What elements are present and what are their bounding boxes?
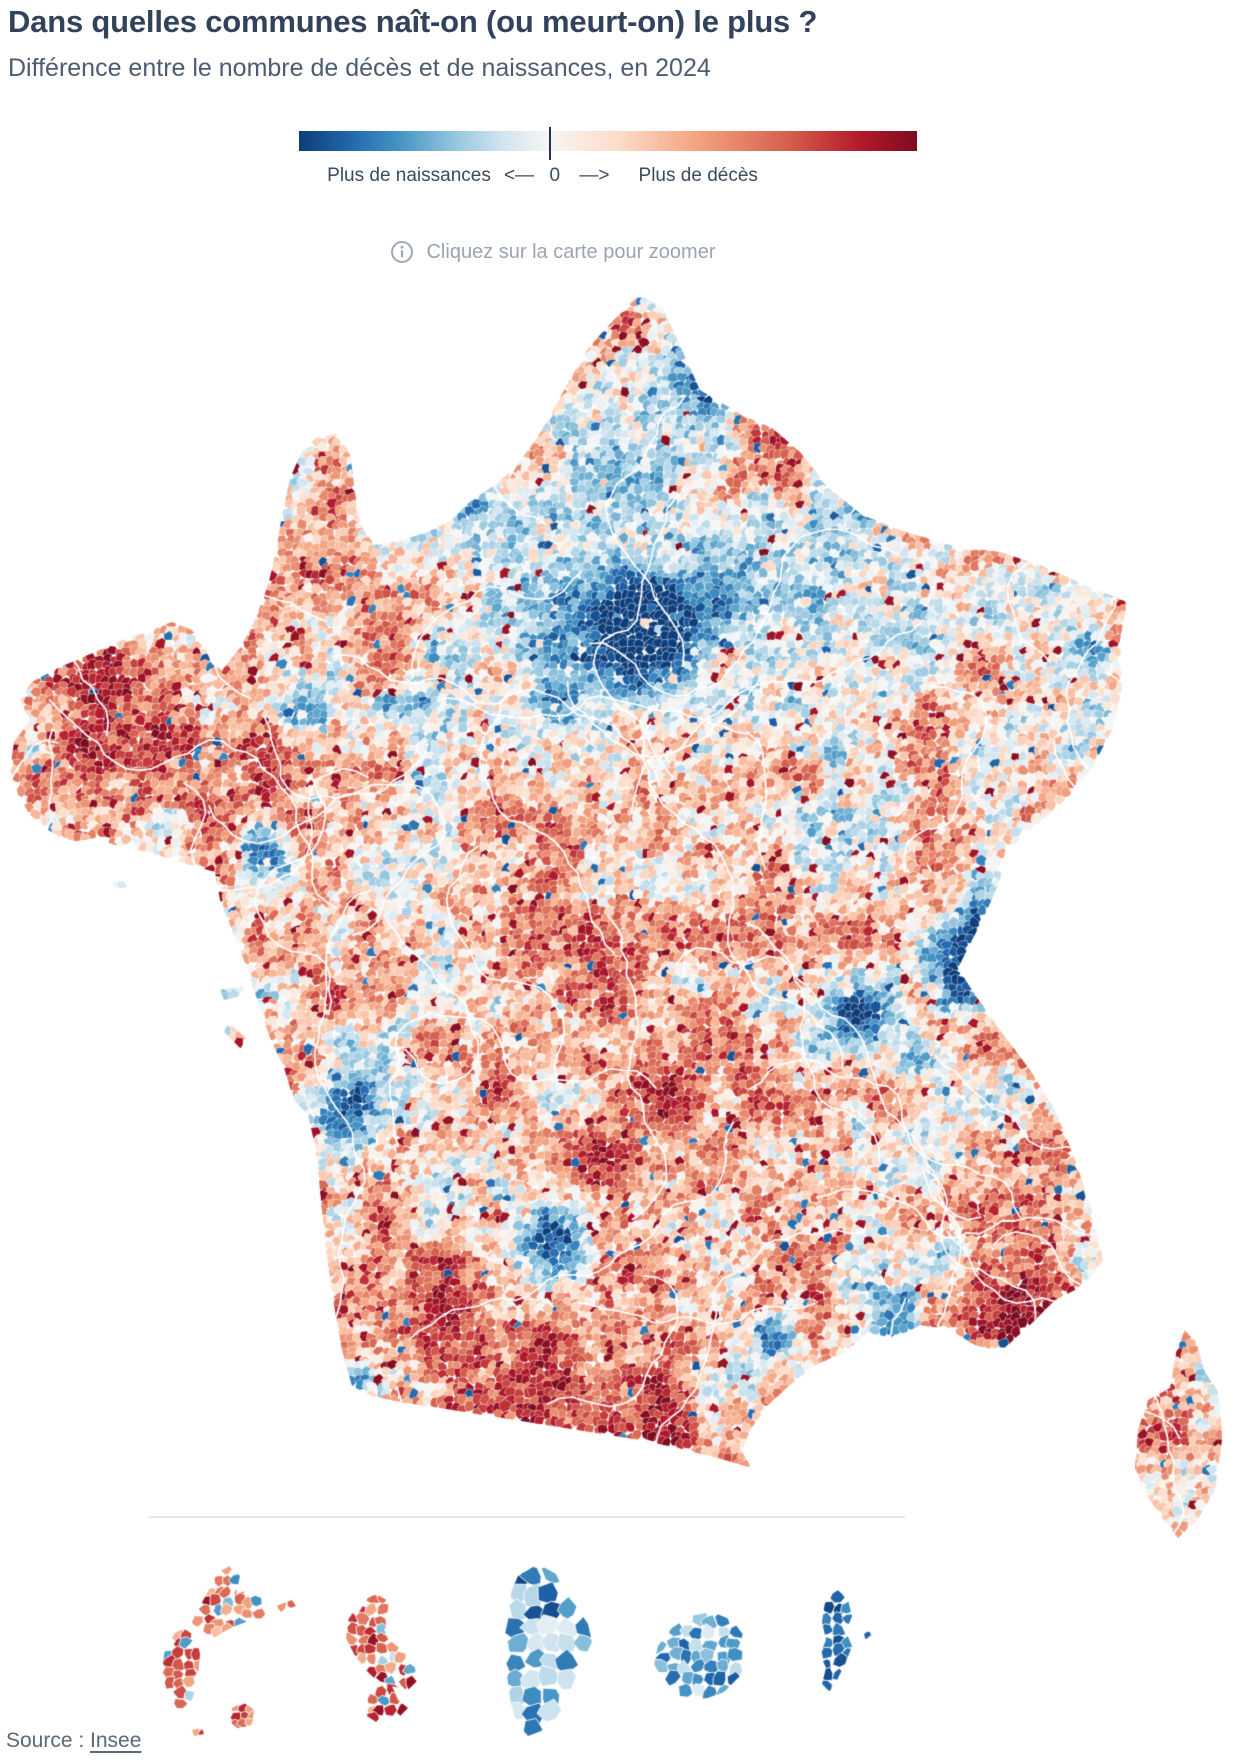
left-arrow-icon: <—: [503, 165, 535, 186]
zoom-hint: Cliquez sur la carte pour zoomer: [244, 238, 862, 266]
page-subtitle: Différence entre le nombre de décès et d…: [8, 54, 711, 82]
overseas-territories-map[interactable]: [140, 1550, 940, 1756]
right-arrow-icon: —>: [579, 165, 610, 186]
zoom-hint-text: Cliquez sur la carte pour zoomer: [426, 240, 716, 263]
france-communes-map[interactable]: [0, 280, 1238, 1548]
source-prefix: Source :: [6, 1729, 91, 1752]
page-title: Dans quelles communes naît-on (ou meurt-…: [8, 4, 818, 39]
legend-zero-label: 0: [549, 165, 561, 186]
legend-zero-tick: [549, 127, 552, 160]
info-icon: [391, 241, 414, 263]
legend-labels: Plus de naissances <— 0 —> Plus de décès: [299, 165, 917, 189]
source-link[interactable]: Insee: [90, 1729, 142, 1752]
legend-label-deaths: Plus de décès: [638, 165, 758, 186]
legend-label-births: Plus de naissances: [327, 165, 491, 186]
legend-gradient-bar: [299, 131, 917, 151]
source-line: Source : Insee: [6, 1729, 141, 1753]
overseas-divider: [149, 1516, 905, 1518]
color-legend: Plus de naissances <— 0 —> Plus de décès: [299, 127, 917, 189]
